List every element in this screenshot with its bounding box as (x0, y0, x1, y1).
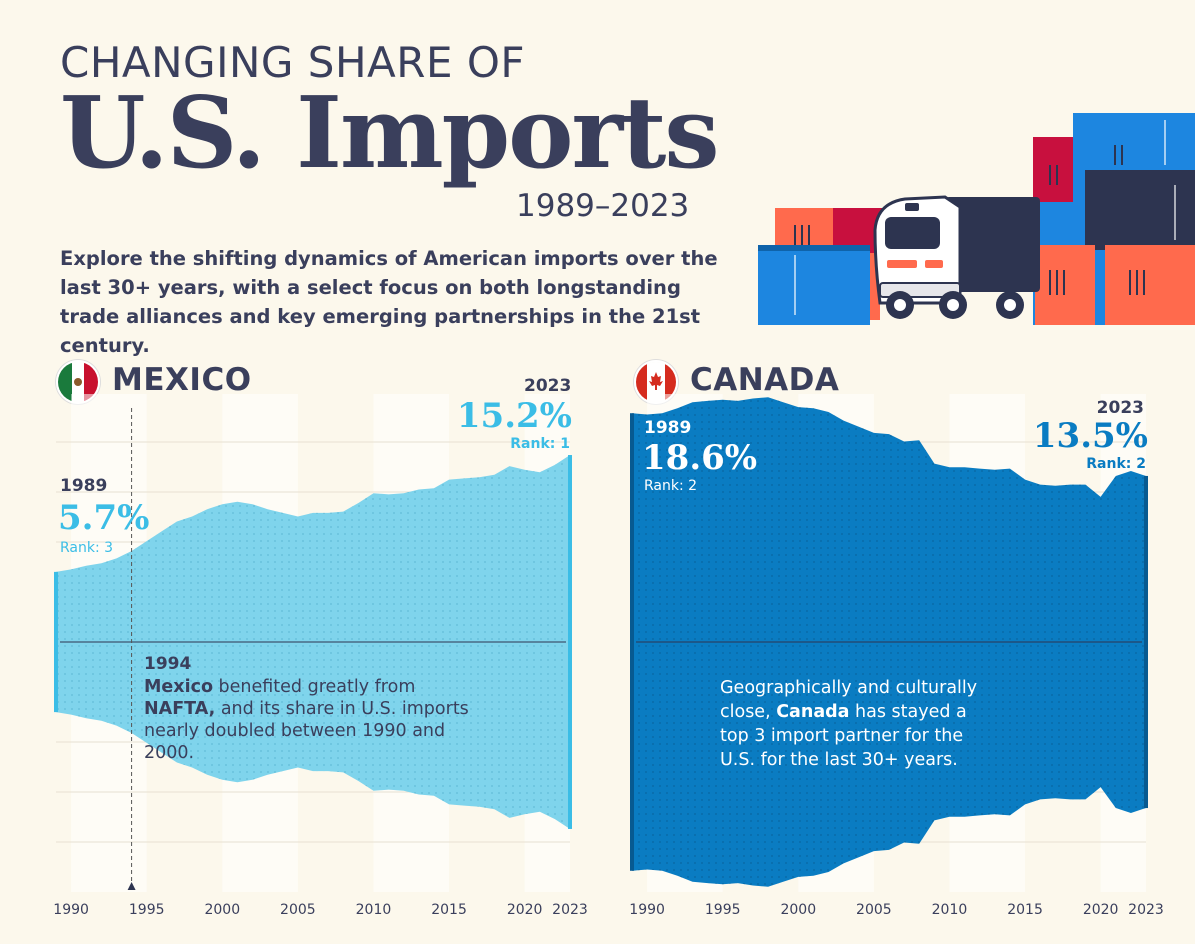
x-tick-label: 2015 (1007, 902, 1043, 918)
mexico-event-text: Mexico benefited greatly from NAFTA, and… (144, 677, 469, 763)
x-tick-label: 1990 (53, 902, 89, 918)
canada-start-rank: Rank: 2 (644, 478, 698, 494)
title-line-1: CHANGING SHARE OF (60, 38, 526, 87)
mexico-end-year: 2023 (524, 376, 572, 396)
x-tick-label: 2023 (1128, 902, 1164, 918)
truck-icon (873, 195, 1040, 319)
mexico-event-year: 1994 (144, 654, 192, 674)
mexico-title: MEXICO (112, 362, 252, 398)
x-tick-label: 2020 (1083, 902, 1119, 918)
end-value-bar (568, 455, 572, 829)
canada-title: CANADA (690, 362, 840, 398)
end-value-bar (1144, 475, 1148, 809)
mexico-end-rank: Rank: 1 (510, 436, 570, 452)
mexico-chart: 1990 1995 2000 2005 2010 2015 2020 2023 (53, 394, 588, 918)
x-tick-label: 2000 (204, 902, 240, 918)
x-tick-label: 2023 (552, 902, 588, 918)
x-tick-label: 2000 (780, 902, 816, 918)
title-main: U.S. Imports (60, 76, 720, 191)
start-value-bar (54, 571, 58, 713)
shipping-container-icon (758, 113, 1195, 325)
canada-note-text: Geographically and culturally close, Can… (720, 678, 978, 770)
x-tick-label: 2015 (431, 902, 467, 918)
x-tick-label: 2010 (932, 902, 968, 918)
canada-end-rank: Rank: 2 (1086, 456, 1146, 472)
intro-paragraph: Explore the shifting dynamics of America… (60, 247, 718, 357)
x-tick-label: 1995 (129, 902, 165, 918)
x-tick-label: 1990 (629, 902, 665, 918)
canada-start-year: 1989 (644, 418, 692, 438)
start-value-bar (630, 413, 634, 871)
x-tick-label: 2020 (507, 902, 543, 918)
title-years: 1989–2023 (516, 188, 690, 224)
mexico-start-year: 1989 (60, 476, 108, 496)
truck-containers-illustration (758, 113, 1195, 325)
mexico-end-value: 15.2% (456, 396, 572, 436)
canada-start-value: 18.6% (642, 438, 758, 478)
x-tick-label: 2010 (356, 902, 392, 918)
x-tick-label: 2005 (280, 902, 316, 918)
mexico-start-rank: Rank: 3 (60, 540, 114, 556)
canada-chart: 1990 1995 2000 2005 2010 2015 2020 2023 (629, 394, 1164, 918)
canada-end-value: 13.5% (1032, 416, 1148, 456)
canada-end-year: 2023 (1096, 398, 1144, 418)
x-tick-label: 1995 (705, 902, 741, 918)
event-marker-arrow (127, 882, 136, 890)
x-tick-label: 2005 (856, 902, 892, 918)
mexico-start-value: 5.7% (58, 498, 150, 538)
